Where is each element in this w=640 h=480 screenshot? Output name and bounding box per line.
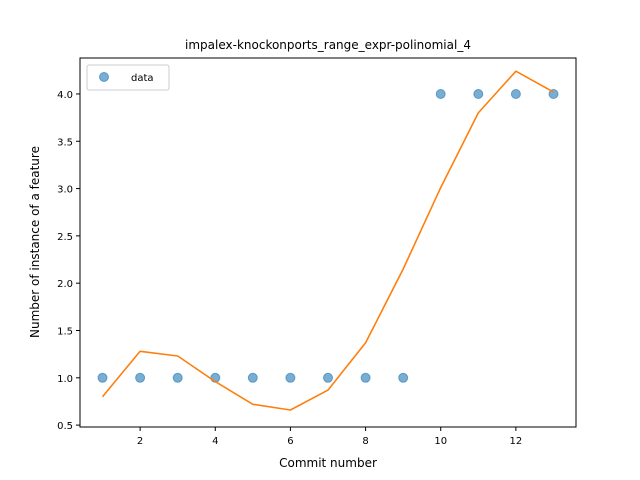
fit-line — [101, 70, 554, 411]
data-point — [435, 89, 446, 99]
chart-title: impalex-knockonports_range_expr-polinomi… — [185, 38, 471, 52]
legend-label-data: data — [131, 73, 154, 84]
data-point — [398, 372, 409, 383]
y-axis-label: Number of instance of a feature — [28, 146, 42, 338]
data-point — [97, 372, 108, 383]
data-point — [285, 372, 296, 383]
legend: data — [86, 64, 170, 91]
y-tick-label: 3.0 — [57, 185, 73, 196]
y-tick-label: 4.0 — [57, 90, 73, 101]
legend-marker-data — [99, 72, 109, 82]
y-tick-label: 0.5 — [57, 421, 73, 432]
data-point — [172, 372, 183, 383]
axes-frame — [79, 57, 577, 428]
y-tick-label: 3.5 — [57, 137, 73, 148]
x-tick-label: 6 — [287, 436, 293, 447]
data-point — [323, 372, 333, 383]
x-tick-label: 12 — [510, 436, 523, 447]
plot-area: 2 4 6 8 10 12 0.5 1.0 1.5 2.0 2.5 3.0 3.5 4.0 — [57, 57, 577, 447]
y-tick-label: 1.0 — [57, 374, 73, 385]
y-tick-label: 1.5 — [57, 326, 73, 337]
y-tick-label: 2.0 — [57, 279, 73, 290]
x-tick-label: 10 — [434, 436, 447, 447]
legend-box — [86, 64, 170, 91]
data-point — [247, 372, 258, 383]
y-tick-label: 2.5 — [57, 232, 73, 243]
x-axis-label: Commit number — [279, 456, 377, 470]
x-tick-label: 4 — [212, 436, 218, 447]
data-point — [360, 372, 371, 383]
x-tick-label: 8 — [362, 436, 368, 447]
x-tick-label: 2 — [137, 436, 143, 447]
data-point — [510, 89, 521, 99]
data-point — [473, 89, 484, 99]
data-point — [135, 372, 146, 383]
